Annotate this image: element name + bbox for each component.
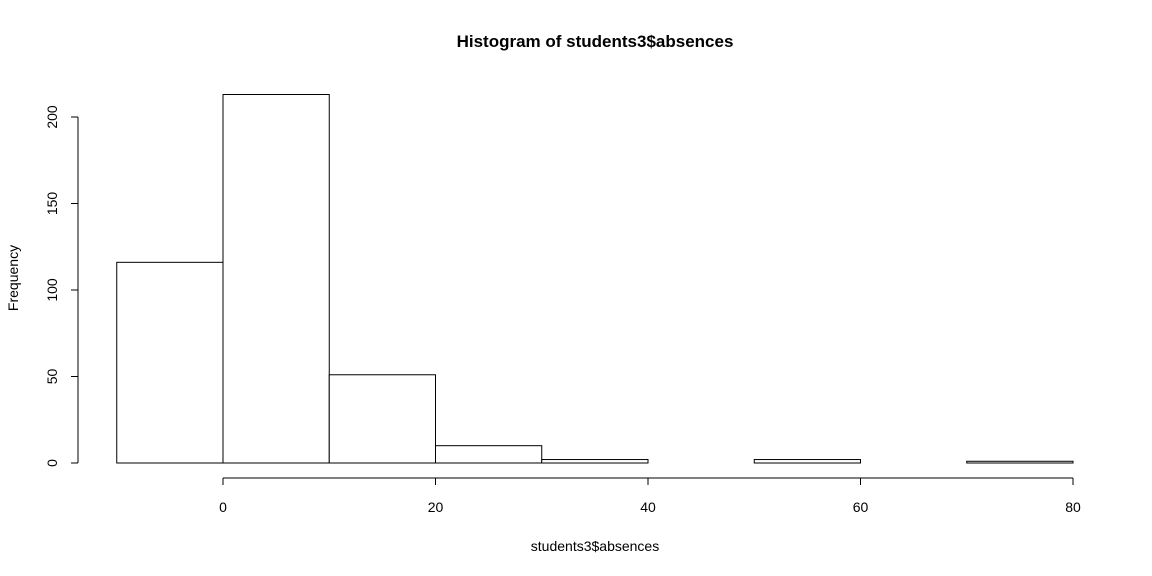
histogram-bar-50-60: [753, 459, 861, 464]
x-tick-label: 20: [428, 499, 444, 515]
bars-group: [116, 94, 1074, 464]
y-tick-label: 100: [44, 278, 60, 302]
y-tick-label: 150: [44, 192, 60, 216]
x-tick-label: 80: [1065, 499, 1081, 515]
x-axis: 0 20 40 60 80: [219, 477, 1081, 515]
x-axis-label: students3$absences: [531, 538, 659, 554]
histogram-bar-70-80: [966, 460, 1074, 464]
histogram-bar-30-40: [541, 459, 649, 464]
y-tick-label: 0: [44, 459, 60, 467]
y-axis: 0 50 100 150 200: [44, 105, 79, 467]
histogram-bar-20-30: [435, 445, 543, 464]
histogram-bar-10-20: [328, 374, 436, 464]
x-tick-label: 60: [853, 499, 869, 515]
x-tick-label: 0: [219, 499, 227, 515]
y-axis-label: Frequency: [5, 245, 21, 311]
chart-title: Histogram of students3$absences: [457, 32, 734, 51]
y-tick-label: 200: [44, 105, 60, 129]
x-tick-label: 40: [640, 499, 656, 515]
y-tick-label: 50: [44, 369, 60, 385]
histogram-bar--10-0: [116, 261, 224, 464]
histogram-bar-0-10: [222, 94, 330, 464]
